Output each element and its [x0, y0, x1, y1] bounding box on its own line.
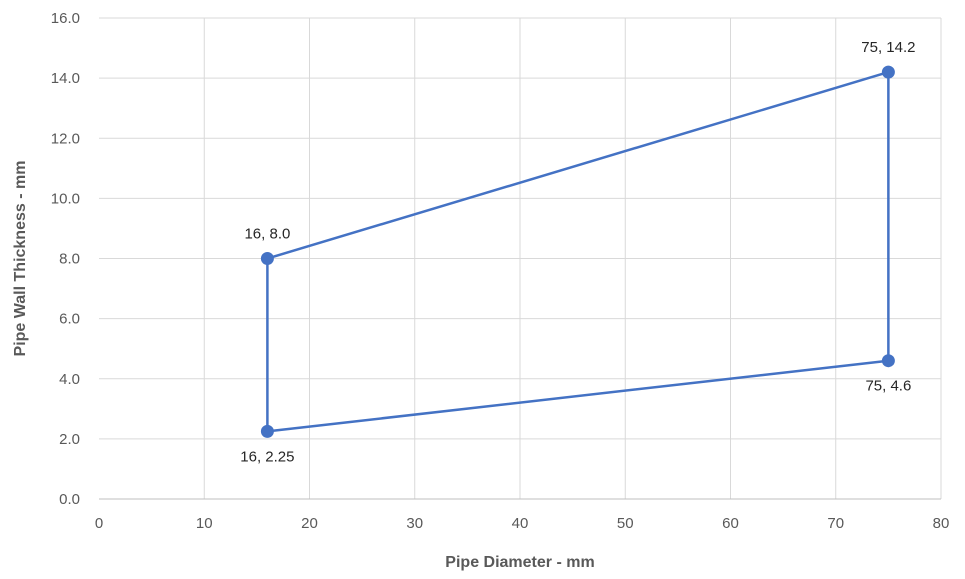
x-tick-label: 0 — [95, 515, 103, 532]
y-tick-label: 6.0 — [59, 311, 80, 328]
x-tick-label: 30 — [406, 515, 423, 532]
data-label: 16, 2.25 — [240, 448, 294, 465]
x-tick-label: 70 — [827, 515, 844, 532]
y-tick-label: 14.0 — [51, 70, 80, 87]
series-line — [266, 70, 890, 433]
y-tick-label: 8.0 — [59, 251, 80, 268]
y-tick-label: 10.0 — [51, 190, 80, 207]
y-tick-label: 16.0 — [51, 10, 80, 27]
x-tick-label: 10 — [196, 515, 213, 532]
x-tick-label: 40 — [512, 515, 529, 532]
y-tick-label: 0.0 — [59, 491, 80, 508]
data-label: 75, 14.2 — [861, 39, 915, 56]
x-tick-label: 20 — [301, 515, 318, 532]
data-point — [881, 354, 895, 368]
x-tick-label: 80 — [933, 515, 950, 532]
series — [260, 65, 895, 438]
data-point — [260, 424, 274, 438]
data-point — [260, 252, 274, 265]
x-tick-label: 60 — [722, 515, 739, 532]
x-tick-label: 50 — [617, 515, 634, 532]
y-axis-title: Pipe Wall Thickness - mm — [12, 161, 29, 357]
data-label: 75, 4.6 — [865, 378, 911, 395]
gridlines — [99, 17, 942, 500]
y-tick-label: 4.0 — [59, 371, 80, 388]
data-point — [881, 65, 895, 79]
data-labels: 16, 8.0 75, 14.2 75, 4.6 16, 2.25 — [240, 39, 915, 465]
y-tick-label: 12.0 — [51, 130, 80, 147]
data-label: 16, 8.0 — [244, 226, 290, 243]
y-tick-label: 2.0 — [59, 431, 80, 448]
x-axis-title: Pipe Diameter - mm — [445, 554, 594, 571]
tick-labels: 0 10 20 30 40 50 60 70 80 0.0 2.0 4.0 6.0 8.0 10.0 12.0… — [51, 10, 950, 532]
